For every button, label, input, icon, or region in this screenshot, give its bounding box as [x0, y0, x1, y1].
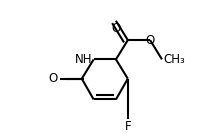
Text: NH: NH	[75, 53, 92, 66]
Text: O: O	[145, 34, 155, 47]
Text: F: F	[125, 120, 131, 133]
Text: O: O	[49, 72, 58, 85]
Text: CH₃: CH₃	[163, 53, 185, 66]
Text: O: O	[111, 22, 121, 35]
